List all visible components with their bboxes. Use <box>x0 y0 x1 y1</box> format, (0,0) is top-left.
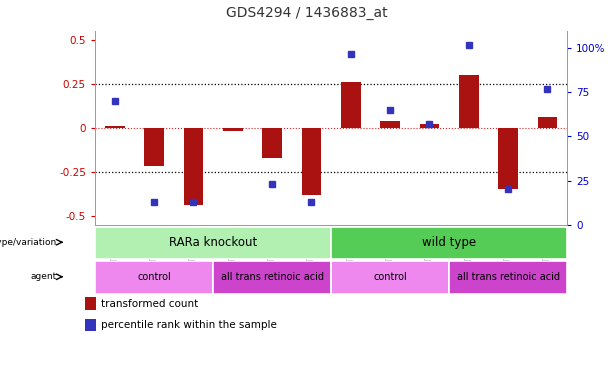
Text: genotype/variation: genotype/variation <box>0 238 57 247</box>
Bar <box>331 227 567 259</box>
Bar <box>419 124 439 128</box>
Text: agent: agent <box>31 272 57 281</box>
Text: all trans retinoic acid: all trans retinoic acid <box>221 272 324 282</box>
Bar <box>223 128 243 131</box>
Text: wild type: wild type <box>422 236 476 249</box>
Bar <box>380 121 400 128</box>
Bar <box>95 227 331 259</box>
Bar <box>144 128 164 167</box>
Bar <box>213 261 331 294</box>
Bar <box>302 128 321 195</box>
Bar <box>262 128 282 158</box>
Bar <box>341 82 360 128</box>
Bar <box>449 261 567 294</box>
Bar <box>331 261 449 294</box>
Text: all trans retinoic acid: all trans retinoic acid <box>457 272 560 282</box>
Bar <box>85 297 96 310</box>
Bar <box>183 128 203 205</box>
Bar <box>85 319 96 331</box>
Bar <box>105 126 124 128</box>
Text: control: control <box>373 272 407 282</box>
Bar <box>538 117 557 128</box>
Text: transformed count: transformed count <box>101 299 199 309</box>
Text: control: control <box>137 272 171 282</box>
Bar <box>95 261 213 294</box>
Text: RARa knockout: RARa knockout <box>169 236 257 249</box>
Bar <box>498 128 518 189</box>
Text: GDS4294 / 1436883_at: GDS4294 / 1436883_at <box>226 6 387 20</box>
Bar <box>459 75 479 128</box>
Text: percentile rank within the sample: percentile rank within the sample <box>101 320 277 330</box>
